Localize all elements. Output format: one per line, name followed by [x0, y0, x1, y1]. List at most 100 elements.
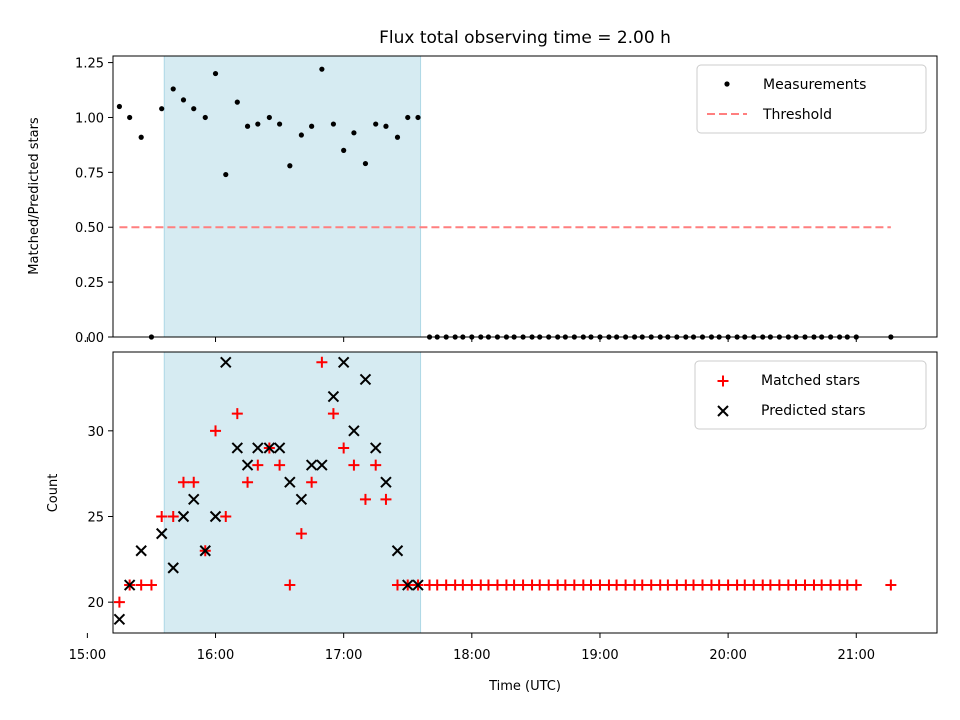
measurement-point	[362, 160, 369, 167]
predicted-star-marker	[380, 476, 392, 488]
matched-star-marker	[850, 579, 862, 591]
predicted-star-marker	[123, 579, 136, 591]
measurement-point	[351, 130, 357, 136]
predicted-star-marker	[327, 390, 340, 403]
matched-star-marker	[338, 442, 350, 454]
predicted-star-marker	[209, 510, 222, 523]
y-tick-label: 1.00	[75, 111, 104, 126]
matched-star-marker	[135, 579, 147, 591]
predicted-star-marker	[359, 373, 372, 386]
matched-star-marker	[188, 476, 200, 488]
top-panel-ratio: 0.00 0.25 0.50 0.75 1.00 1.25 Measurements Thre…	[75, 55, 938, 346]
measurement-point	[159, 106, 165, 112]
y-tick-label: 0.50	[75, 221, 104, 236]
predicted-star-marker	[369, 442, 382, 454]
matched-star-marker	[295, 528, 307, 540]
predicted-star-marker	[402, 579, 414, 591]
matched-star-marker	[316, 356, 328, 368]
measurement-point	[298, 132, 304, 138]
measurement-point	[309, 123, 315, 129]
x-tick-label: 18:00	[453, 648, 490, 663]
x-tick-label: 21:00	[838, 648, 875, 663]
matched-star-marker	[327, 408, 339, 420]
y-tick-label: 0.75	[75, 166, 104, 181]
predicted-star-marker	[295, 493, 308, 506]
matched-star-marker	[380, 493, 392, 505]
bottom-panel-counts: 20 25 30 15:00 16:00 17:00 18:00 19:00 20:00 21:0…	[69, 351, 938, 663]
measurement-point	[405, 114, 411, 121]
observing-window-shade	[164, 56, 421, 337]
predicted-star-marker	[252, 442, 264, 454]
y-tick-label: 30	[87, 425, 104, 440]
predicted-star-marker	[391, 545, 404, 557]
measurement-point	[319, 66, 325, 72]
measurement-point	[202, 114, 208, 121]
matched-star-marker	[359, 493, 371, 505]
measurement-point	[341, 147, 347, 153]
predicted-star-marker	[284, 476, 296, 488]
y-tick-label: 0.00	[75, 331, 104, 346]
predicted-star-marker	[231, 442, 244, 454]
matched-star-marker	[177, 476, 189, 488]
matched-star-marker	[274, 459, 286, 471]
measurement-point	[116, 103, 123, 110]
legend-label: Predicted stars	[761, 403, 866, 419]
predicted-star-marker	[348, 425, 360, 437]
y-tick-label: 1.25	[75, 57, 104, 72]
matched-star-marker	[348, 459, 360, 471]
predicted-star-marker	[188, 493, 200, 506]
axes-frame	[112, 55, 938, 338]
measurement-point	[276, 121, 283, 127]
predicted-star-marker	[199, 545, 211, 557]
legend-matched-marker	[717, 375, 729, 387]
y-tick-label: 20	[87, 596, 104, 611]
matched-star-marker	[306, 476, 318, 488]
legend-label: Matched stars	[761, 373, 860, 389]
measurement-point	[180, 97, 187, 103]
x-tick-label: 20:00	[709, 648, 746, 663]
predicted-star-marker	[177, 510, 190, 523]
measurement-point	[170, 86, 176, 92]
measurement-point	[266, 114, 272, 121]
predicted-star-marker	[113, 613, 126, 626]
top-y-axis-label: Matched/Predicted stars	[27, 117, 42, 275]
axes-frame	[112, 351, 938, 634]
measurement-point	[415, 114, 421, 121]
legend-label: Measurements	[763, 77, 866, 93]
measurement-point	[255, 121, 261, 127]
legend-box	[694, 360, 927, 430]
matched-star-marker	[370, 459, 382, 471]
x-tick-label: 17:00	[325, 648, 362, 663]
predicted-star-marker	[305, 459, 318, 471]
predicted-star-marker	[220, 356, 232, 368]
predicted-star-marker	[412, 579, 424, 591]
legend-measurement-marker	[724, 81, 730, 87]
matched-star-marker	[156, 510, 168, 522]
measurement-point	[244, 123, 251, 129]
matched-star-marker	[242, 476, 254, 488]
matched-star-marker	[231, 408, 243, 420]
matched-star-marker	[145, 579, 157, 591]
legend-label: Threshold	[762, 107, 832, 123]
x-tick-label: 19:00	[581, 648, 618, 663]
measurement-point	[383, 123, 389, 129]
x-tick-label: 16:00	[197, 648, 234, 663]
chart-title: Flux total observing time = 2.00 h	[379, 28, 671, 48]
predicted-star-marker	[135, 545, 147, 557]
bottom-y-axis-label: Count	[46, 474, 61, 513]
predicted-star-marker	[155, 527, 168, 540]
y-tick-label: 0.25	[75, 276, 104, 291]
matched-star-marker	[210, 425, 222, 437]
measurement-point	[287, 163, 293, 169]
observing-window-shade	[164, 352, 421, 633]
predicted-star-marker	[263, 442, 276, 454]
matched-star-marker	[391, 579, 403, 591]
measurement-point	[223, 171, 229, 178]
legend-predicted-marker	[717, 405, 729, 417]
measurement-point	[234, 99, 240, 105]
measurement-point	[373, 121, 379, 127]
matched-star-marker	[284, 579, 296, 591]
matched-star-marker	[252, 459, 264, 471]
x-axis-label: Time (UTC)	[488, 679, 561, 694]
